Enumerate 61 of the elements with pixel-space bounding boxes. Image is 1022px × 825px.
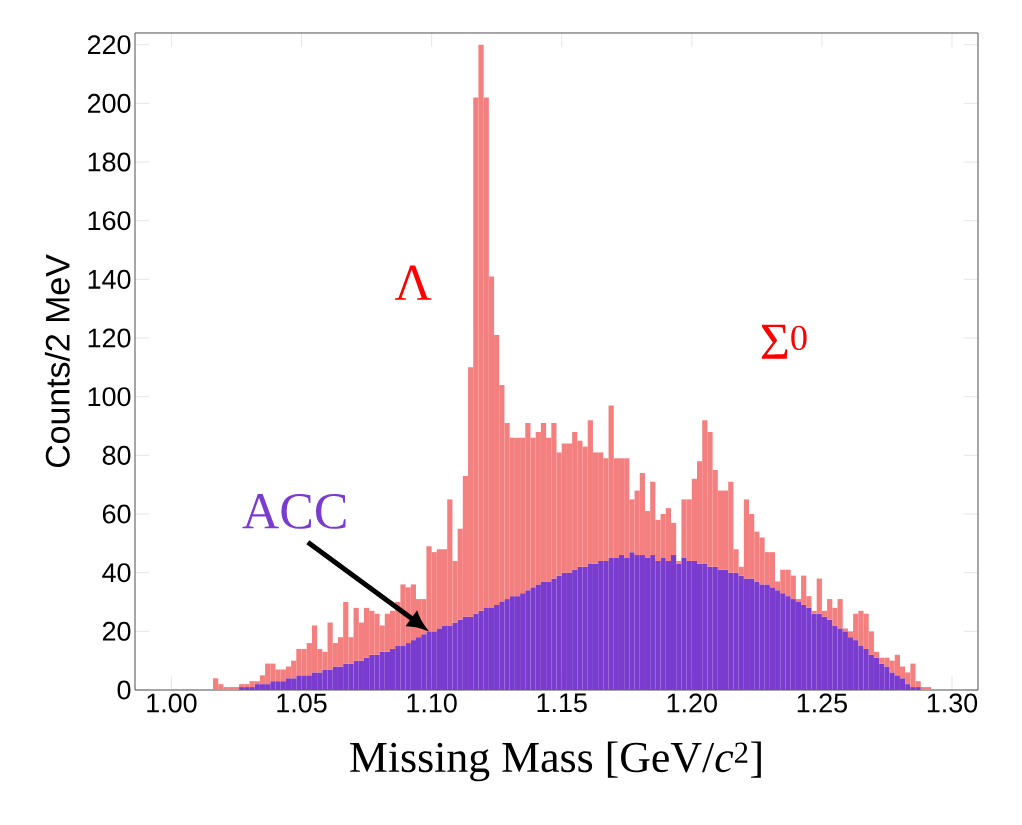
x-tick-label: 1.05 [277, 693, 327, 713]
y-tick-label: 20 [102, 621, 131, 641]
x-axis-title: Missing Mass [GeV/c$^{2}$] [350, 741, 761, 782]
bar [821, 616, 828, 690]
y-tick-label: 80 [102, 445, 131, 465]
annotation: Λ [394, 265, 432, 300]
bar [233, 687, 240, 690]
bar [795, 602, 802, 690]
bar [436, 549, 443, 629]
x-tick-label: 1.00 [147, 693, 197, 713]
bar [514, 596, 521, 690]
bar [592, 563, 599, 690]
y-tick-label: 60 [102, 504, 131, 524]
bar [676, 560, 682, 564]
bar [618, 555, 625, 690]
bar [514, 437, 521, 597]
bar [925, 687, 932, 690]
bar [311, 625, 318, 673]
bar [618, 458, 625, 556]
bar [842, 628, 848, 632]
bar [873, 657, 880, 690]
y-tick-label: 140 [88, 269, 131, 289]
x-tick-label: 1.30 [927, 693, 978, 713]
annotation: Σ$^{0}$ [761, 324, 807, 359]
x-tick-label: 1.20 [667, 693, 717, 713]
bar [259, 684, 266, 690]
bar [363, 607, 370, 658]
y-tick-label: 100 [88, 387, 131, 407]
bar [769, 552, 776, 588]
bar [389, 648, 396, 690]
y-tick-label: 220 [87, 35, 131, 55]
x-tick-label: 1.10 [407, 693, 457, 713]
y-tick-label: 0 [117, 680, 131, 700]
bar [337, 666, 344, 690]
bar [540, 423, 547, 582]
bar [769, 587, 776, 690]
x-tick-label: 1.15 [537, 693, 587, 713]
bar [285, 678, 292, 690]
bar [213, 678, 219, 690]
bar [363, 657, 370, 690]
bar [743, 499, 750, 579]
bar [899, 678, 906, 690]
bar [743, 578, 750, 690]
bar [311, 672, 318, 690]
bar [717, 569, 724, 690]
bar [670, 555, 677, 690]
y-axis-title: Counts/2 MeV [44, 254, 70, 468]
bar [488, 607, 495, 690]
y-tick-label: 120 [88, 328, 131, 348]
bar [691, 560, 698, 690]
bar [436, 628, 443, 690]
x-tick-label: 1.25 [797, 693, 847, 713]
bar [462, 616, 469, 690]
text: ACC [242, 493, 346, 529]
bar [540, 581, 547, 690]
bar [566, 572, 573, 690]
y-tick-label: 160 [88, 211, 131, 231]
y-tick-label: 200 [87, 93, 131, 113]
y-tick-label: 40 [102, 563, 131, 583]
bar [644, 558, 651, 690]
y-tick-label: 180 [88, 152, 131, 172]
